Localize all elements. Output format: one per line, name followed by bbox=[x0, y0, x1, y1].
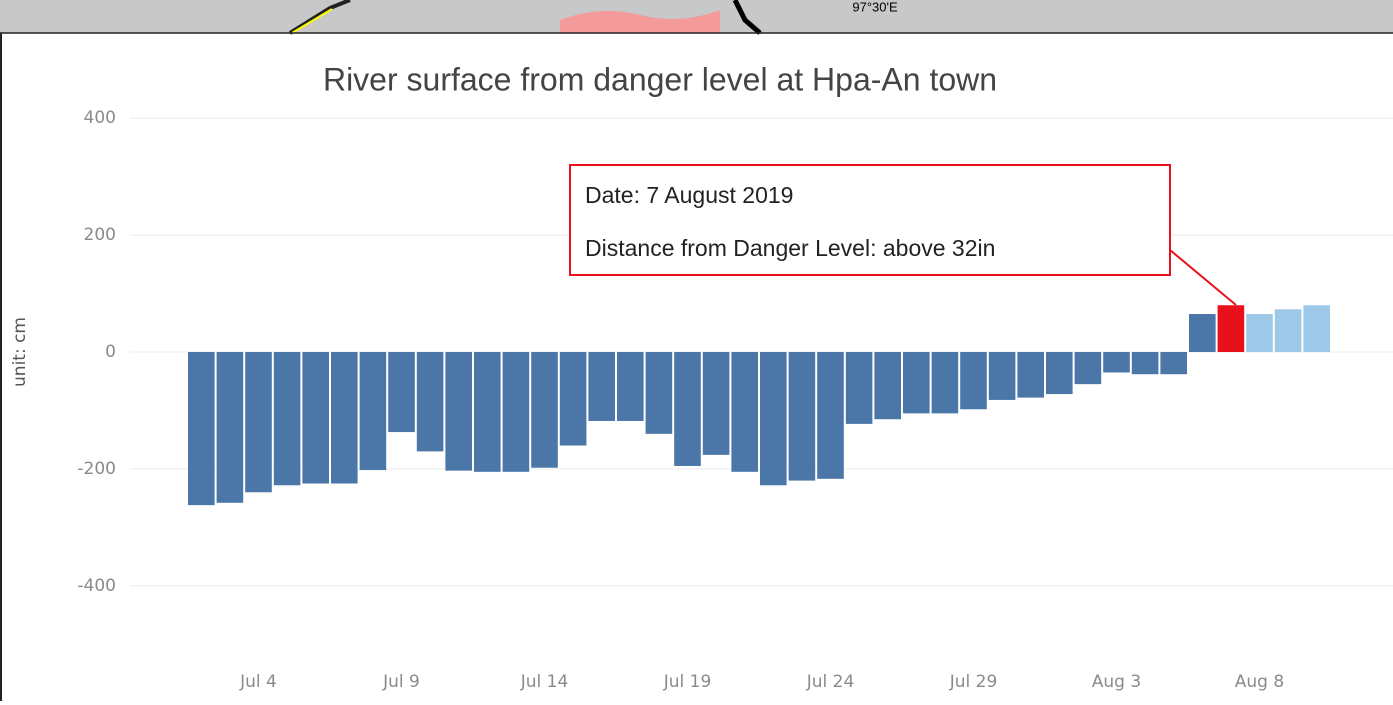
bar bbox=[789, 352, 816, 481]
bar bbox=[646, 352, 673, 434]
bar bbox=[588, 352, 615, 421]
bar bbox=[960, 352, 987, 409]
y-tick-label: 200 bbox=[84, 225, 116, 245]
annotation-text: Distance from Danger Level: above 32in bbox=[585, 235, 995, 261]
x-tick-label: Jul 29 bbox=[949, 672, 998, 692]
map-label: 97°30'E bbox=[852, 0, 898, 14]
bar bbox=[874, 352, 901, 419]
x-tick-label: Jul 4 bbox=[239, 672, 277, 692]
bar bbox=[1075, 352, 1102, 384]
y-tick-label: 0 bbox=[105, 342, 116, 362]
bar bbox=[817, 352, 844, 479]
bar bbox=[903, 352, 930, 413]
bar bbox=[531, 352, 558, 468]
bar bbox=[331, 352, 358, 484]
annotation-connector bbox=[1170, 250, 1236, 305]
bar bbox=[760, 352, 787, 485]
bar bbox=[989, 352, 1016, 400]
chart-title: River surface from danger level at Hpa-A… bbox=[323, 61, 997, 97]
bar bbox=[1132, 352, 1159, 374]
bar bbox=[188, 352, 215, 505]
bar bbox=[1103, 352, 1130, 372]
annotation-text: Date: 7 August 2019 bbox=[585, 182, 793, 208]
bar bbox=[674, 352, 701, 466]
x-tick-label: Jul 24 bbox=[806, 672, 855, 692]
bar bbox=[1160, 352, 1187, 374]
bar bbox=[1017, 352, 1044, 398]
bar bbox=[1303, 305, 1330, 352]
bar bbox=[932, 352, 959, 413]
bar bbox=[217, 352, 244, 503]
y-tick-label: 400 bbox=[84, 108, 116, 128]
bar bbox=[445, 352, 472, 471]
page: {"map_label": "97°30'E", "chart_data": {… bbox=[0, 0, 1393, 701]
bar bbox=[1218, 305, 1245, 352]
bar bbox=[417, 352, 444, 451]
bar bbox=[1189, 314, 1216, 352]
bar bbox=[1046, 352, 1073, 394]
bar bbox=[703, 352, 730, 455]
bar bbox=[617, 352, 644, 421]
y-tick-label: -400 bbox=[77, 576, 116, 596]
chart: 97°30'E River surface from danger level … bbox=[0, 0, 1393, 701]
x-tick-label: Jul 9 bbox=[382, 672, 420, 692]
bar bbox=[474, 352, 501, 472]
bar bbox=[302, 352, 329, 484]
bar bbox=[1275, 309, 1302, 352]
bar bbox=[560, 352, 587, 446]
y-tick-label: -200 bbox=[77, 459, 116, 479]
y-axis-label: unit: cm bbox=[10, 317, 30, 387]
bar bbox=[846, 352, 873, 424]
bar bbox=[1246, 314, 1273, 352]
x-tick-label: Jul 14 bbox=[520, 672, 569, 692]
bar bbox=[245, 352, 272, 492]
bar bbox=[731, 352, 758, 472]
x-tick-label: Aug 8 bbox=[1235, 672, 1284, 692]
bar bbox=[503, 352, 530, 472]
bar bbox=[388, 352, 415, 432]
x-tick-label: Aug 3 bbox=[1092, 672, 1141, 692]
x-tick-label: Jul 19 bbox=[663, 672, 712, 692]
bar bbox=[360, 352, 387, 470]
bar bbox=[274, 352, 301, 485]
